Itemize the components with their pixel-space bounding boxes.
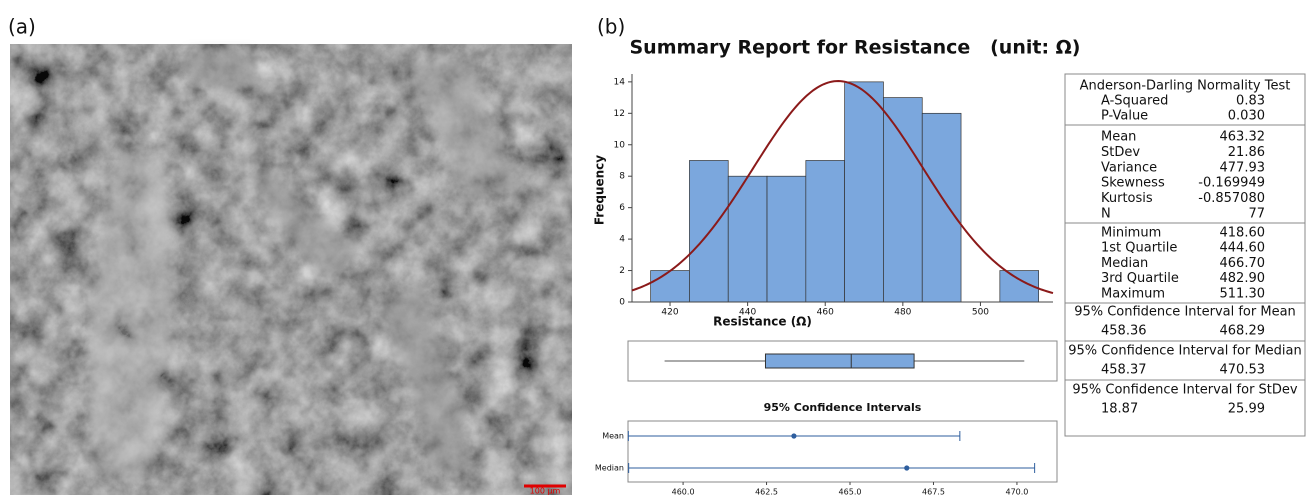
summary-text: 458.37 — [1101, 363, 1147, 378]
sem-image: 100 µm — [10, 44, 572, 496]
report-title: Summary Report for Resistance (unit: Ω) — [630, 37, 1081, 59]
y-tick-label: 4 — [619, 235, 625, 245]
summary-text: 458.36 — [1101, 324, 1147, 339]
interval-point — [904, 465, 910, 471]
x-tick-label: 420 — [661, 308, 678, 318]
summary-text: Minimum — [1101, 226, 1161, 241]
histogram-bar — [650, 270, 690, 303]
summary-text: 25.99 — [1228, 402, 1265, 417]
summary-text: 444.60 — [1220, 241, 1266, 256]
y-tick-label: 14 — [614, 77, 626, 87]
summary-text: Variance — [1101, 160, 1157, 175]
summary-text: 477.93 — [1220, 160, 1266, 175]
normal-curve — [631, 80, 1054, 295]
y-tick-label: 10 — [614, 140, 626, 150]
x-tick-label: 500 — [972, 308, 989, 318]
summary-text: Anderson-Darling Normality Test — [1080, 79, 1291, 94]
histogram-bar — [844, 81, 884, 303]
summary-text: 0.030 — [1228, 109, 1265, 124]
x-tick-label: 460.0 — [672, 488, 695, 497]
box — [764, 353, 915, 369]
summary-text: 95% Confidence Interval for StDev — [1072, 383, 1298, 398]
interval-category: Mean — [602, 432, 624, 441]
panel-label: (b) — [597, 15, 625, 39]
interval-point — [791, 433, 797, 439]
summary-text: 418.60 — [1220, 226, 1266, 241]
summary-text: 466.70 — [1220, 256, 1266, 271]
y-axis-label: Frequency — [593, 155, 607, 225]
summary-text: StDev — [1101, 145, 1140, 160]
histogram-bar — [921, 112, 962, 303]
scale-bar-label: 100 µm — [530, 487, 561, 496]
summary-text: 21.86 — [1228, 145, 1265, 160]
summary-text: N — [1101, 207, 1111, 222]
summary-text: Skewness — [1101, 176, 1165, 191]
x-tick-label: 462.5 — [755, 488, 778, 497]
x-tick-label: 460 — [817, 308, 834, 318]
summary-text: 468.29 — [1220, 324, 1266, 339]
x-tick-label: 465.0 — [839, 488, 862, 497]
histogram-bar — [689, 160, 729, 303]
summary-text: 3rd Quartile — [1101, 271, 1179, 286]
summary-text: A-Squared — [1101, 94, 1168, 109]
y-tick-label: 0 — [619, 298, 625, 308]
summary-text: 95% Confidence Interval for Median — [1068, 344, 1301, 359]
summary-text: Median — [1101, 256, 1148, 271]
summary-text: 463.32 — [1220, 130, 1266, 145]
histogram-bar — [883, 97, 923, 303]
summary-text: 1st Quartile — [1101, 241, 1177, 256]
summary-text: Mean — [1101, 130, 1136, 145]
summary-text: Kurtosis — [1101, 191, 1153, 206]
summary-box — [1064, 73, 1306, 437]
interval-frame — [627, 420, 1058, 483]
summary-text: -0.169949 — [1198, 176, 1265, 191]
y-tick-label: 2 — [619, 266, 625, 276]
interval-category: Median — [595, 464, 624, 473]
x-axis-label: Resistance (Ω) — [713, 315, 812, 329]
summary-text: -0.857080 — [1198, 191, 1265, 206]
x-tick-label: 467.5 — [922, 488, 945, 497]
summary-text: Maximum — [1101, 286, 1165, 301]
boxplot-frame — [627, 340, 1058, 382]
summary-text: 95% Confidence Interval for Mean — [1074, 305, 1296, 320]
y-tick-label: 12 — [614, 109, 625, 119]
summary-text: 470.53 — [1220, 363, 1266, 378]
y-tick-label: 8 — [619, 172, 625, 182]
y-tick-label: 6 — [619, 203, 625, 213]
summary-text: 511.30 — [1220, 286, 1266, 301]
x-tick-label: 470.0 — [1005, 488, 1028, 497]
summary-text: P-Value — [1101, 109, 1148, 124]
panel-label: (a) — [8, 15, 36, 39]
summary-text: 77 — [1248, 207, 1265, 222]
x-tick-label: 480 — [894, 308, 911, 318]
interval-title: 95% Confidence Intervals — [764, 401, 922, 414]
summary-text: 482.90 — [1220, 271, 1266, 286]
summary-text: 18.87 — [1101, 402, 1138, 417]
x-tick-label: 440 — [739, 308, 756, 318]
histogram-bar — [766, 175, 807, 303]
summary-text: 0.83 — [1236, 94, 1265, 109]
histogram-bar — [727, 175, 768, 303]
histogram-bar — [805, 160, 845, 303]
